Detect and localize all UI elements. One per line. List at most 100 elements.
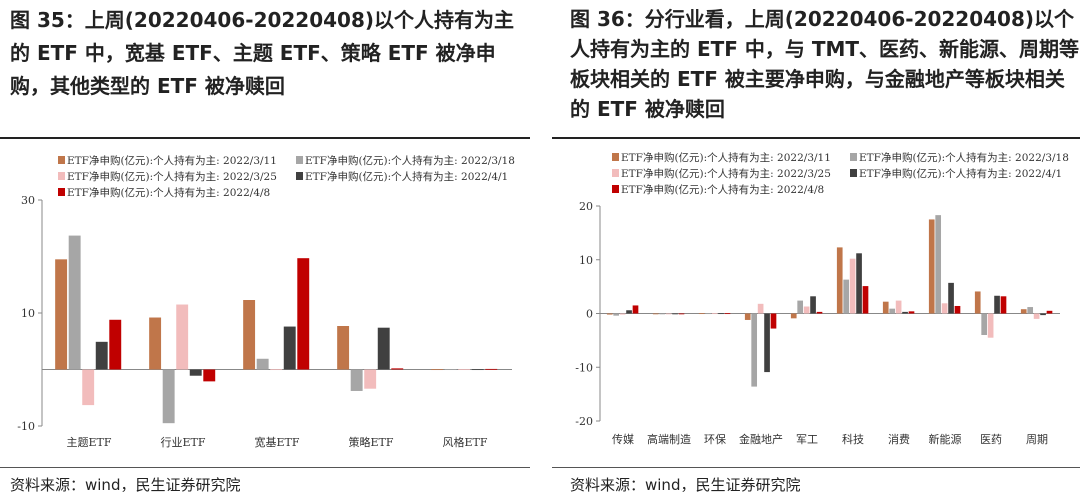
x-tick-label: 环保	[704, 432, 726, 446]
legend-label: ETF净申购(亿元):个人持有为主: 2022/3/11	[621, 151, 831, 164]
bar	[1046, 310, 1053, 314]
bar	[757, 303, 764, 314]
x-tick-label: 行业ETF	[161, 436, 206, 449]
bar	[665, 313, 672, 315]
bar	[55, 259, 68, 370]
bar	[948, 282, 954, 314]
bar	[895, 300, 902, 314]
bar	[810, 296, 816, 314]
x-tick-label: 军工	[796, 433, 818, 446]
legend-swatch	[850, 153, 857, 161]
bar	[377, 327, 390, 370]
bar	[109, 319, 122, 370]
bar	[1000, 296, 1007, 314]
legend-swatch	[612, 169, 619, 177]
chart-title: 图 36：分行业看，上周(20220406-20220408)以个人持有为主的 …	[570, 7, 1080, 121]
y-tick-label: -10	[17, 420, 35, 433]
bar	[718, 313, 724, 315]
x-tick-label: 高端制造	[647, 432, 691, 446]
bar	[705, 313, 712, 315]
bar	[297, 258, 310, 370]
bar	[613, 313, 620, 316]
bar	[698, 313, 705, 315]
bar	[751, 313, 758, 387]
legend-swatch	[850, 169, 857, 177]
bar	[816, 311, 823, 314]
y-tick-label: 10	[21, 307, 35, 320]
x-tick-label: 科技	[842, 432, 864, 446]
bar	[485, 368, 498, 370]
bar	[149, 317, 162, 370]
bar	[431, 369, 444, 371]
y-tick-label: -10	[575, 361, 593, 374]
bar	[1027, 307, 1034, 314]
x-tick-label: 传媒	[612, 433, 634, 446]
legend-swatch	[612, 185, 619, 193]
bar	[391, 368, 404, 370]
x-tick-label: 消费	[888, 432, 910, 446]
bar	[672, 313, 678, 315]
bar	[652, 313, 659, 315]
legend-swatch	[612, 153, 619, 161]
bar	[987, 313, 994, 338]
bar	[994, 295, 1000, 314]
bar	[678, 313, 685, 315]
y-tick-label: 30	[21, 194, 35, 207]
legend-label: ETF净申购(亿元):个人持有为主: 2022/3/18	[305, 154, 515, 167]
bar	[981, 313, 988, 335]
bar	[364, 369, 377, 389]
bar	[203, 369, 216, 382]
source-note: 资料来源：wind，民生证券研究院	[570, 476, 801, 494]
bar	[606, 313, 613, 315]
bar	[856, 253, 862, 314]
bar	[711, 313, 718, 315]
y-tick-label: 10	[579, 254, 593, 267]
bar	[82, 369, 95, 406]
title-rule	[0, 137, 530, 139]
bar	[256, 358, 269, 370]
bar	[836, 247, 843, 314]
y-tick-label: 0	[586, 308, 593, 321]
bar	[243, 300, 256, 370]
legend-swatch	[58, 172, 65, 180]
bottom-rule	[552, 467, 1080, 468]
chart-title: 图 35：上周(20220406-20220408)以个人持有为主的 ETF 中…	[10, 8, 515, 98]
bar	[974, 291, 981, 314]
bar	[444, 369, 457, 371]
legend-label: ETF净申购(亿元):个人持有为主: 2022/3/18	[859, 151, 1069, 164]
bar	[458, 369, 471, 371]
bar	[270, 369, 283, 371]
legend-label: ETF净申购(亿元):个人持有为主: 2022/4/1	[305, 170, 508, 183]
chart-panel-right: 图 36：分行业看，上周(20220406-20220408)以个人持有为主的 …	[552, 0, 1080, 496]
bar	[176, 304, 189, 370]
legend-label: ETF净申购(亿元):个人持有为主: 2022/4/8	[67, 186, 270, 199]
bar	[954, 305, 961, 314]
bar	[724, 313, 731, 315]
bar	[790, 313, 797, 319]
legend-label: ETF净申购(亿元):个人持有为主: 2022/3/25	[621, 167, 831, 180]
x-tick-label: 医药	[980, 433, 1002, 446]
bar	[882, 301, 889, 314]
legend-swatch	[58, 156, 65, 164]
legend-swatch	[296, 172, 303, 180]
title-rule	[552, 137, 1080, 139]
bar	[1020, 309, 1027, 314]
bar	[862, 286, 869, 314]
bar	[849, 258, 856, 314]
bar	[189, 369, 202, 376]
bar	[659, 313, 666, 315]
x-tick-label: 风格ETF	[443, 435, 488, 449]
bar	[283, 326, 296, 370]
source-note: 资料来源：wind，民生证券研究院	[10, 476, 241, 494]
bar	[1033, 313, 1040, 319]
bar	[1040, 313, 1046, 316]
y-tick-label: -20	[575, 415, 593, 428]
bar	[908, 311, 915, 314]
bar	[337, 326, 350, 370]
bar	[803, 306, 810, 314]
bar	[626, 310, 632, 314]
x-tick-label: 周期	[1026, 433, 1048, 446]
bar	[744, 313, 751, 320]
bar	[928, 219, 935, 314]
bar	[471, 369, 484, 371]
